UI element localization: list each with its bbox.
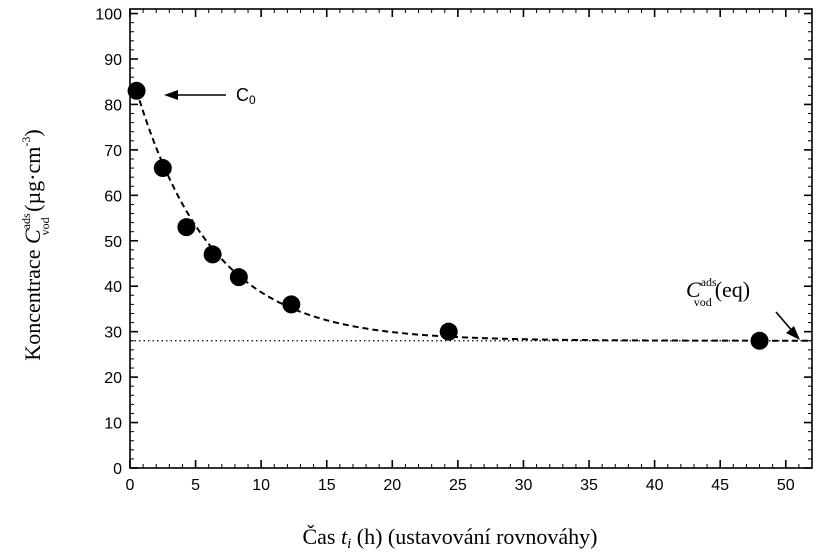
y-axis-label-unit-end: )	[20, 129, 45, 136]
eq-annotation-text: (eq)	[715, 277, 750, 302]
x-tick-label: 0	[126, 477, 135, 494]
y-axis-label-unit-sup: -3	[19, 137, 33, 147]
x-tick-label: 15	[318, 477, 336, 494]
c0-annotation-sub: 0	[249, 93, 256, 107]
data-point	[153, 159, 172, 178]
y-axis-label-unit: (µg·cm	[20, 147, 45, 218]
x-axis-label-var: t	[341, 524, 348, 549]
data-point	[229, 268, 248, 287]
x-tick-label: 40	[646, 477, 664, 494]
y-axis-label-sup: ads	[19, 213, 33, 229]
x-axis-label: Čas ti (h) (ustavování rovnováhy)	[302, 524, 597, 552]
x-tick-label: 30	[515, 477, 533, 494]
y-tick-label: 30	[104, 325, 122, 342]
data-points	[127, 81, 769, 350]
c0-arrow-head	[164, 90, 178, 100]
plot-frame	[129, 8, 813, 469]
x-tick-label: 20	[383, 477, 401, 494]
y-tick-label: 0	[113, 461, 122, 478]
data-point	[127, 81, 146, 100]
data-point	[750, 331, 769, 350]
y-tick-label: 90	[104, 52, 122, 69]
y-tick-label: 70	[104, 143, 122, 160]
x-tick-label: 10	[252, 477, 270, 494]
x-tick-label: 45	[711, 477, 729, 494]
c0-annotation: C0	[236, 85, 256, 107]
y-tick-labels: 0 10 20 30 40 50 60 70 80 90 100	[95, 7, 122, 478]
y-axis-label-var: C	[20, 229, 45, 244]
eq-arrow-head	[786, 326, 800, 340]
y-tick-label: 40	[104, 279, 122, 296]
axis-ticks	[129, 9, 813, 469]
data-point	[439, 322, 458, 341]
y-tick-label: 50	[104, 234, 122, 251]
eq-annotation: Cads vod (eq)	[686, 275, 750, 309]
x-tick-labels: 0 5 10 15 20 25 30 35 40 45 50	[126, 477, 795, 494]
eq-annotation-sub: vod	[694, 295, 712, 309]
data-point	[203, 245, 222, 264]
y-tick-label: 20	[104, 370, 122, 387]
x-axis-label-sub: i	[347, 536, 351, 552]
x-tick-label: 25	[449, 477, 467, 494]
y-tick-label: 100	[95, 7, 122, 24]
y-tick-label: 80	[104, 97, 122, 114]
data-point	[282, 295, 301, 314]
y-tick-label: 60	[104, 188, 122, 205]
eq-annotation-sup: ads	[701, 275, 717, 289]
x-axis-label-prefix: Čas	[302, 524, 341, 549]
x-tick-label: 50	[777, 477, 795, 494]
y-axis-label-prefix: Koncentrace	[20, 244, 45, 361]
x-tick-label: 35	[580, 477, 598, 494]
data-point	[177, 218, 196, 237]
eq-annotation-var: C	[686, 277, 701, 302]
y-tick-label: 10	[104, 416, 122, 433]
y-axis-label: Koncentrace Cads vod (µg·cm-3)	[19, 129, 52, 360]
x-tick-label: 5	[191, 477, 200, 494]
y-axis-label-sub: vod	[38, 217, 52, 235]
c0-annotation-main: C	[236, 85, 249, 105]
fit-curve	[135, 90, 812, 342]
x-axis-label-suffix: (h) (ustavování rovnováhy)	[351, 524, 597, 549]
